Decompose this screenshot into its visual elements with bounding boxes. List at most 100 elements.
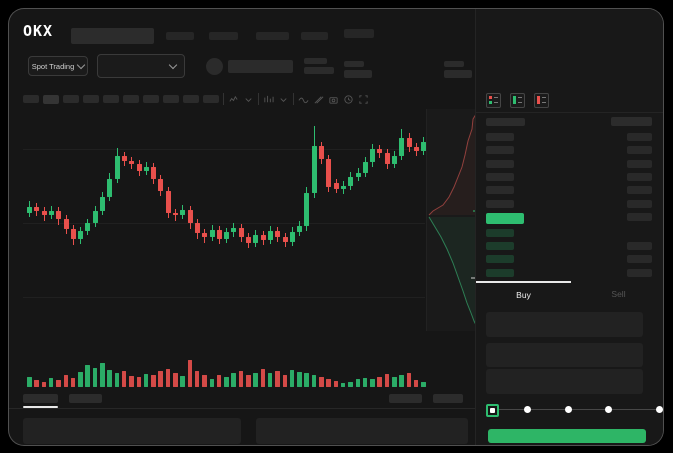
- slider-handle[interactable]: [486, 404, 499, 417]
- nav-item[interactable]: [256, 32, 289, 40]
- stat-label-placeholder: [444, 61, 464, 67]
- timeframe-button[interactable]: [103, 95, 119, 103]
- volume-bar: [246, 375, 251, 387]
- book-asks-icon[interactable]: [534, 93, 549, 108]
- chevron-down-icon: [77, 60, 86, 69]
- volume-bar: [209, 379, 214, 387]
- volume-bar: [413, 380, 419, 387]
- tab-order-history[interactable]: [69, 394, 102, 403]
- orderbook-row-spread[interactable]: [486, 211, 652, 224]
- slider-dot[interactable]: [656, 406, 663, 413]
- price-placeholder: [486, 146, 514, 155]
- tab-open-orders[interactable]: [23, 394, 58, 403]
- indicators-icon[interactable]: [263, 94, 274, 105]
- volume-chart[interactable]: [23, 339, 426, 387]
- candle: [355, 173, 361, 177]
- timeframe-button[interactable]: [183, 95, 199, 103]
- volume-bar: [78, 372, 83, 387]
- slider-dot[interactable]: [605, 406, 613, 413]
- orderbook-row-ask[interactable]: [486, 144, 652, 157]
- orderbook-row-ask[interactable]: [486, 184, 652, 197]
- amount-placeholder: [627, 186, 652, 195]
- slider-dot[interactable]: [564, 406, 572, 413]
- orderbook-row-bid[interactable]: [486, 253, 652, 266]
- tab-buy[interactable]: Buy: [476, 281, 571, 307]
- candle: [34, 207, 40, 211]
- nav-item[interactable]: [344, 29, 374, 38]
- timeframe-toolbar: [23, 93, 369, 105]
- candle: [260, 235, 266, 240]
- book-both-icon[interactable]: [486, 93, 501, 108]
- timeframe-button[interactable]: [163, 95, 179, 103]
- volume-bar: [136, 377, 141, 387]
- buy-button[interactable]: [488, 429, 646, 443]
- timeframe-button[interactable]: [203, 95, 219, 103]
- slider-dot[interactable]: [524, 406, 532, 413]
- orderbook-row-bid[interactable]: [486, 227, 652, 240]
- book-bids-icon[interactable]: [510, 93, 525, 108]
- snapshot-icon[interactable]: [328, 94, 339, 105]
- timeframe-button[interactable]: [83, 95, 99, 103]
- volume-bar: [421, 382, 426, 387]
- orderbook-row-ask[interactable]: [486, 198, 652, 211]
- orderbook-rows[interactable]: [476, 131, 663, 281]
- volume-bar: [231, 373, 236, 387]
- timeframe-button[interactable]: [123, 95, 139, 103]
- nav-item[interactable]: [301, 32, 328, 40]
- toolbar-divider: [293, 93, 294, 105]
- market-type-dropdown[interactable]: Spot Trading: [28, 56, 88, 76]
- candle: [304, 193, 310, 226]
- timeframe-button[interactable]: [63, 95, 79, 103]
- candle: [209, 230, 215, 237]
- candle: [362, 162, 368, 173]
- timer-icon[interactable]: [343, 94, 354, 105]
- candle: [267, 231, 273, 240]
- volume-bar: [238, 371, 244, 387]
- orders-action[interactable]: [433, 394, 463, 403]
- price-placeholder: [486, 159, 514, 168]
- candle: [253, 235, 259, 243]
- total-input[interactable]: [486, 369, 643, 394]
- candle: [297, 226, 303, 232]
- pair-selector-dropdown[interactable]: [97, 54, 185, 78]
- draw-tool-icon[interactable]: [313, 94, 324, 105]
- tab-sell[interactable]: Sell: [571, 281, 663, 307]
- orderbook-row-ask[interactable]: [486, 158, 652, 171]
- orderbook-row-ask[interactable]: [486, 171, 652, 184]
- depth-chart[interactable]: [426, 109, 479, 331]
- candle: [216, 230, 222, 239]
- timeframe-button[interactable]: [23, 95, 39, 103]
- chevron-down-icon[interactable]: [243, 94, 254, 105]
- nav-item[interactable]: [209, 32, 238, 40]
- candle: [41, 211, 47, 215]
- price-placeholder: [486, 172, 514, 181]
- amount-placeholder: [627, 268, 652, 277]
- price-input[interactable]: [486, 312, 643, 337]
- candle: [85, 223, 91, 231]
- orderbook-row-bid[interactable]: [486, 240, 652, 253]
- timeframe-button[interactable]: [43, 94, 59, 104]
- orderbook-row-ask[interactable]: [486, 131, 652, 144]
- amount-input[interactable]: [486, 343, 643, 367]
- orders-panel-placeholder: [23, 418, 241, 444]
- candle: [319, 146, 324, 159]
- orders-action[interactable]: [389, 394, 422, 403]
- line-tool-icon[interactable]: [298, 94, 309, 105]
- search-input[interactable]: [71, 28, 154, 44]
- candle: [100, 197, 105, 211]
- volume-bar: [143, 374, 149, 387]
- volume-bar: [56, 380, 61, 387]
- volume-bar: [180, 376, 185, 387]
- okx-logo[interactable]: OKX: [23, 22, 54, 40]
- amount-slider[interactable]: [486, 404, 663, 417]
- price-placeholder: [486, 242, 514, 251]
- volume-bar: [48, 378, 54, 387]
- orderbook-row-bid[interactable]: [486, 267, 652, 280]
- candlestick-chart[interactable]: [23, 109, 427, 335]
- chevron-down-icon[interactable]: [278, 94, 289, 105]
- chart-type-icon[interactable]: [228, 94, 239, 105]
- fullscreen-icon[interactable]: [358, 94, 369, 105]
- volume-bar: [194, 371, 200, 387]
- timeframe-button[interactable]: [143, 95, 159, 103]
- nav-item[interactable]: [166, 32, 194, 40]
